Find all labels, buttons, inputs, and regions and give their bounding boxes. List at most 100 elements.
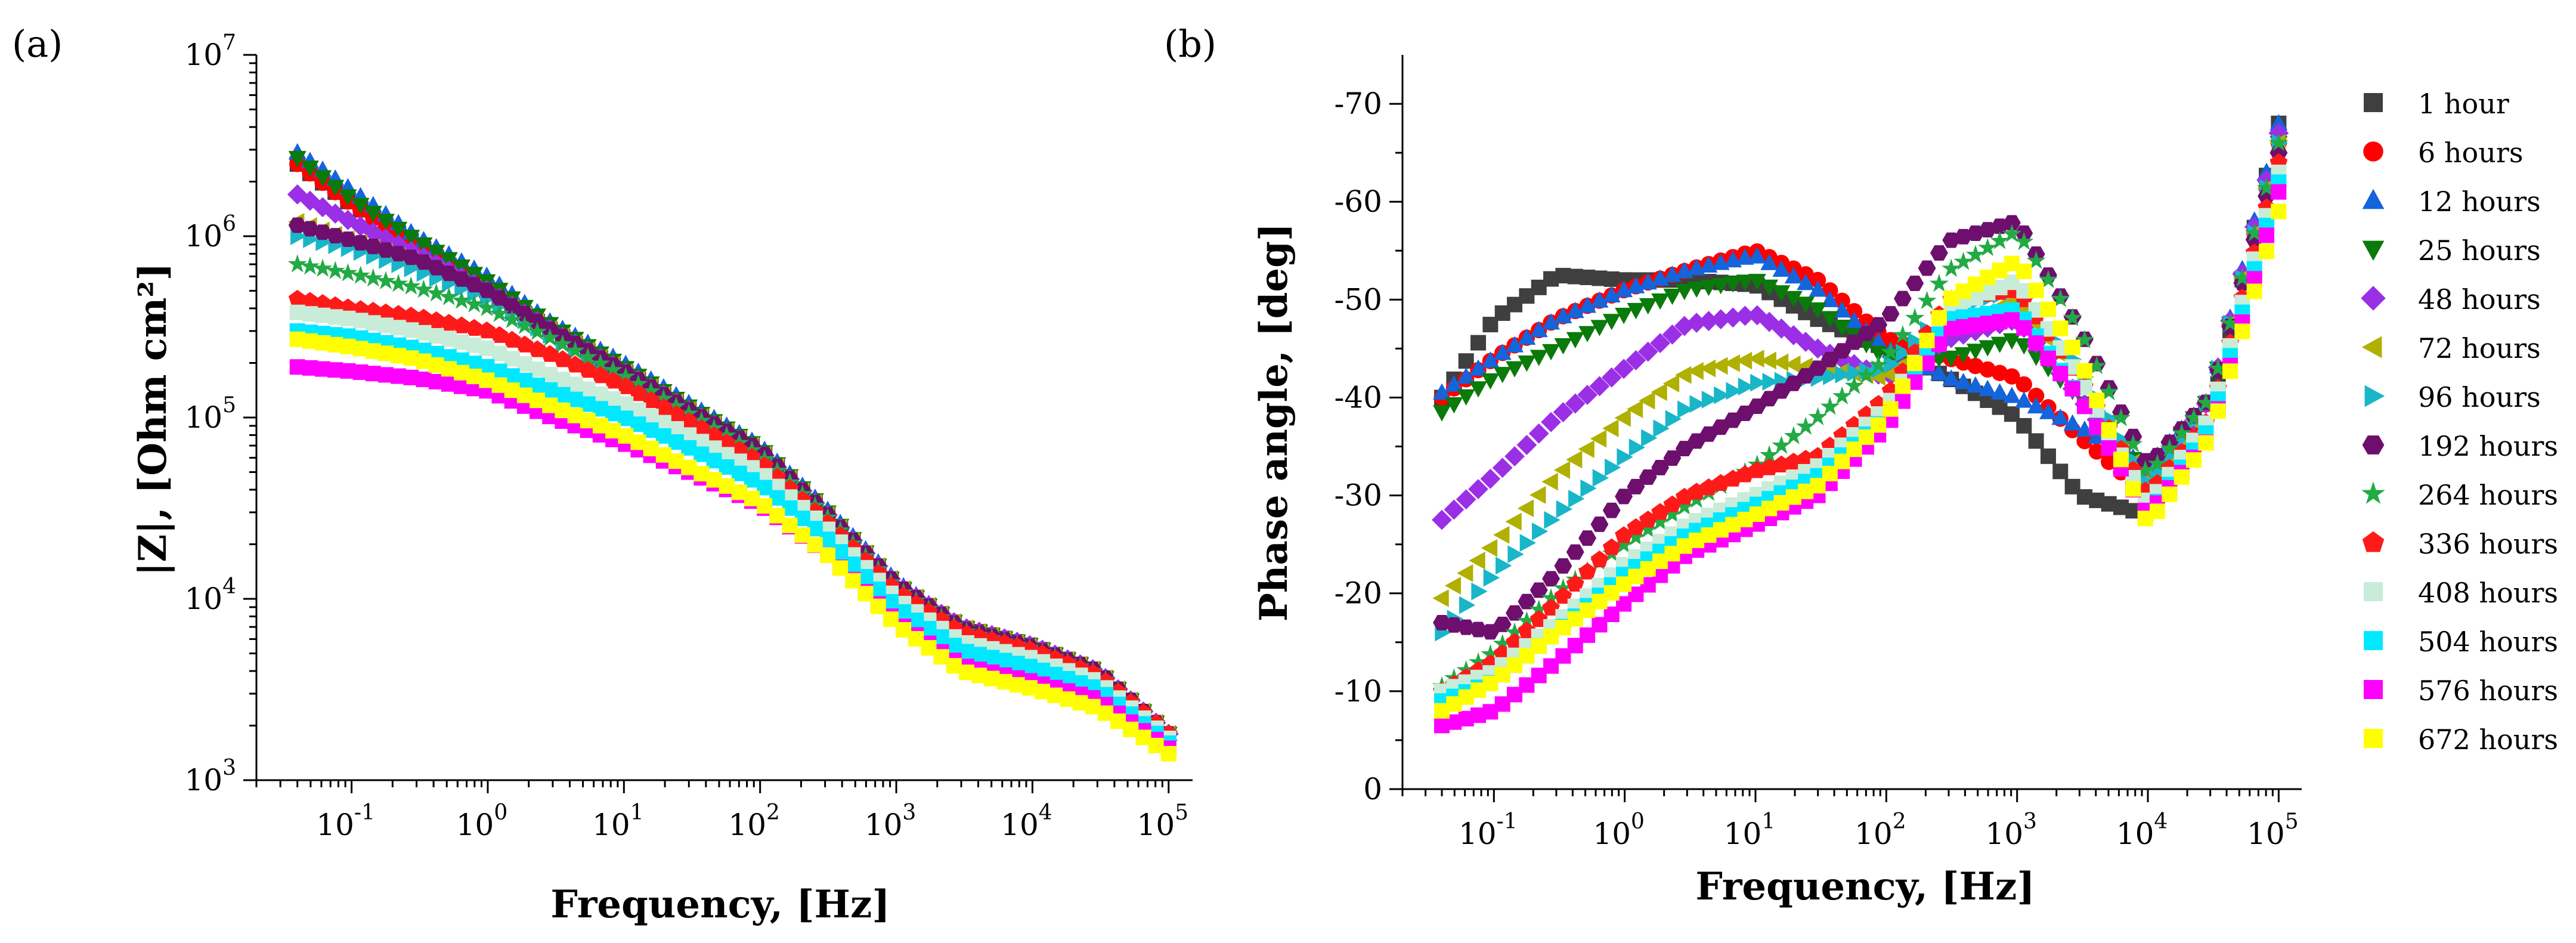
- legend-marker: [2364, 680, 2383, 699]
- chart-a-data-point: [327, 362, 343, 378]
- chart-b-data-point: [1748, 274, 1766, 290]
- chart-a-data-point: [668, 453, 684, 469]
- chart-b-data-point: [1565, 393, 1586, 414]
- chart-b-data-point: [2160, 438, 2179, 457]
- legend-item: 12 hours: [2362, 185, 2541, 218]
- chart-b-data-point: [1493, 525, 1510, 544]
- chart-b-y-tick-label: -60: [1334, 184, 1382, 219]
- chart-a-y-tick-exponent: 4: [222, 574, 236, 599]
- chart-b-data-point: [1639, 469, 1657, 485]
- chart-a-data-point: [377, 303, 395, 320]
- chart-b-x-tick-label: 105: [2247, 809, 2299, 851]
- chart-a-data-point: [441, 376, 457, 392]
- chart-b-data-point: [1469, 551, 1485, 570]
- legend-marker: [2364, 729, 2383, 748]
- chart-b-data-point: [1555, 268, 1571, 284]
- chart-a-data-point: [530, 378, 546, 394]
- chart-a-data-point: [692, 419, 711, 437]
- legend: 1 hour 6 hours 12 hours 25 hours 48 hours 72 …: [2361, 88, 2558, 756]
- chart-b-data-point: [1616, 576, 1632, 592]
- chart-b-data-point: [1530, 350, 1548, 366]
- chart-b-data-point: [2064, 381, 2080, 397]
- chart-b-data-point: [1810, 478, 1826, 494]
- chart-b-data-point: [2076, 379, 2092, 395]
- chart-b-data-point: [1832, 386, 1852, 405]
- chart-a-data-point: [643, 422, 659, 438]
- chart-b-x-tick-label: 104: [2116, 809, 2168, 851]
- chart-a-x-tick-exponent: 1: [630, 800, 644, 825]
- chart-b-data-point: [1580, 270, 1596, 286]
- legend-label: 192 hours: [2418, 430, 2558, 462]
- chart-b-data-point: [1992, 262, 2008, 279]
- chart-b-data-point: [2101, 440, 2117, 456]
- chart-a-data-point: [540, 327, 560, 347]
- chart-b-data-point: [1713, 522, 1729, 538]
- chart-b-data-point: [1858, 429, 1874, 445]
- chart-b-data-point: [2089, 419, 2105, 435]
- chart-b-data-point: [2063, 414, 2082, 431]
- legend-label: 96 hours: [2418, 381, 2541, 413]
- chart-b-data-point: [1590, 320, 1609, 336]
- chart-b-data-point: [1955, 283, 1971, 299]
- chart-b-data-point: [1748, 350, 1764, 368]
- chart-b-data-point: [1772, 383, 1791, 399]
- chart-b-x-axis-title: Frequency, [Hz]: [1695, 864, 2035, 909]
- chart-b-data-point: [1665, 410, 1682, 428]
- chart-a-data-point: [402, 230, 420, 246]
- chart-b-data-point: [1482, 317, 1498, 333]
- chart-b-data-point: [1784, 290, 1803, 308]
- chart-b-data-point: [1529, 599, 1549, 618]
- chart-b-data-point: [1592, 469, 1609, 487]
- chart-a-data-point: [933, 649, 949, 665]
- chart-b-data-point: [2004, 255, 2020, 271]
- chart-b-data-point: [1736, 405, 1754, 421]
- chart-b-data-point: [1481, 644, 1500, 663]
- chart-b-data-point: [1772, 260, 1791, 277]
- chart-b-data-point: [2004, 312, 2020, 328]
- chart-b-data-point: [1784, 267, 1803, 284]
- chart-a-data-point: [567, 376, 583, 392]
- chart-b-data-point: [1506, 605, 1524, 621]
- chart-a-data-point: [504, 368, 520, 384]
- chart-a-data-point: [618, 396, 634, 412]
- chart-b-data-point: [1809, 271, 1826, 289]
- chart-a-data-point: [1009, 677, 1025, 693]
- chart-b-data-point: [1726, 382, 1742, 400]
- chart-a-data-point: [921, 621, 937, 637]
- chart-b-data-point: [1845, 334, 1863, 350]
- chart-b-data-point: [1725, 517, 1741, 533]
- chart-a-data-point: [365, 366, 381, 382]
- chart-a-data-point: [365, 343, 381, 359]
- chart-a-data-point: [314, 294, 332, 311]
- chart-b-data-point: [1459, 596, 1476, 614]
- chart-a-data-point: [376, 271, 396, 290]
- chart-a-data-point: [327, 309, 343, 325]
- chart-b-data-point: [1555, 648, 1571, 664]
- chart-b-data-point: [1881, 342, 1900, 361]
- chart-a-data-point: [491, 345, 507, 361]
- legend-label: 576 hours: [2418, 675, 2558, 707]
- chart-b-data-point: [1701, 390, 1719, 409]
- chart-b-data-point: [1688, 281, 1706, 298]
- chart-b-data-point: [1605, 458, 1621, 477]
- chart-a-data-point: [377, 317, 394, 333]
- chart-b-data-point: [1628, 568, 1644, 585]
- chart-b-data-point: [1482, 704, 1498, 720]
- chart-a-data-point: [705, 426, 723, 444]
- chart-a-data-point: [527, 321, 547, 341]
- legend-item: 264 hours: [2361, 479, 2558, 511]
- chart-a-data-point: [1060, 691, 1076, 707]
- legend-label: 72 hours: [2418, 332, 2541, 364]
- chart-b-data-point: [2040, 448, 2056, 464]
- chart-a-x-tick-exponent: 4: [1039, 800, 1052, 825]
- chart-b-data-point: [1531, 279, 1547, 295]
- chart-a-data-point: [491, 377, 507, 393]
- chart-a-data-point: [1009, 656, 1025, 672]
- chart-b-data-point: [1592, 270, 1608, 286]
- chart-a-data-point: [287, 254, 307, 273]
- legend-item: 336 hours: [2362, 528, 2558, 560]
- chart-b-data-point: [1566, 450, 1583, 469]
- chart-a-data-point: [706, 453, 722, 469]
- chart-a-data-point: [782, 517, 798, 533]
- chart-a-data-point: [693, 446, 710, 462]
